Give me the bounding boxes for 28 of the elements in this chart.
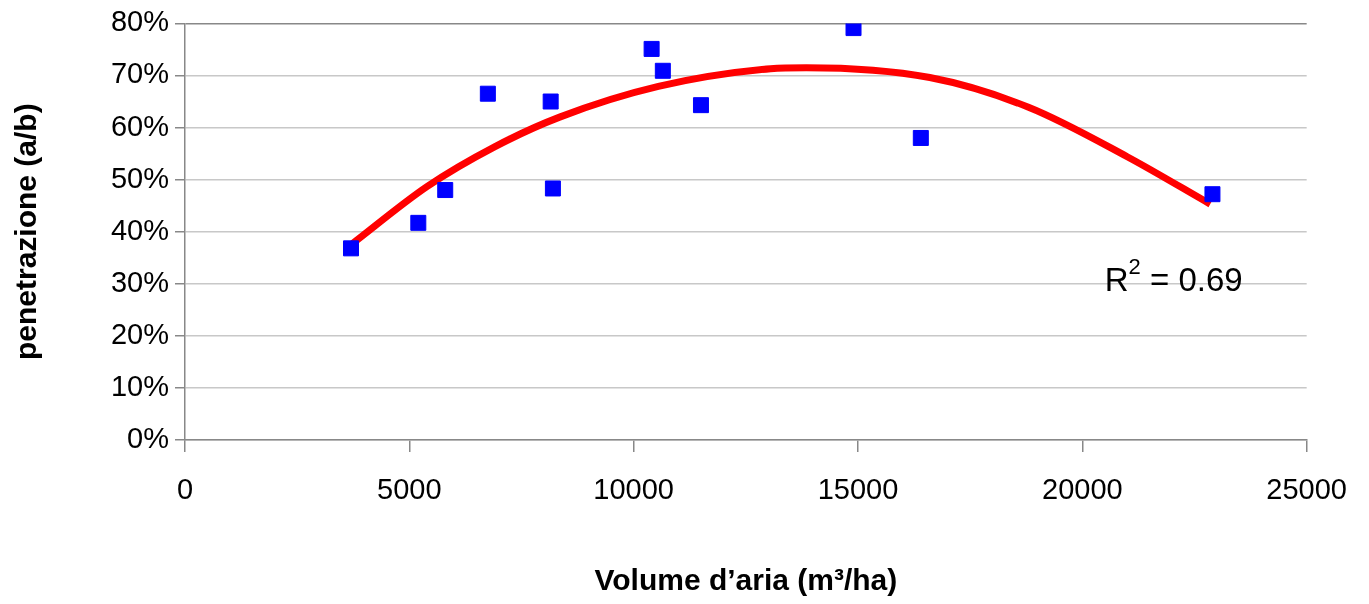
point [643,40,660,57]
point [692,97,709,114]
y-tick-label: 50% [110,161,169,194]
y-axis-title: penetrazione (a/b) [9,103,43,361]
x-tick-label: 0 [176,473,194,506]
y-tick-label: 30% [110,265,169,298]
y-tick-label: 70% [110,57,169,90]
x-tick-label: 20000 [1042,473,1123,506]
point [410,214,427,231]
point [343,240,359,257]
x-tick-label: 5000 [377,473,442,506]
y-tick-label: 60% [110,109,169,142]
y-tick-label: 20% [110,317,169,350]
point [479,85,496,102]
point [654,62,671,79]
x-axis-title: Volume d’aria (m³/ha) [594,563,898,597]
point [544,180,561,197]
point [437,182,454,199]
y-tick-label: 10% [110,369,169,402]
x-tick-label: 10000 [593,473,674,506]
x-tick-label: 15000 [817,473,899,506]
y-tick-label: 40% [110,213,169,246]
y-tick-label: 0% [127,422,169,454]
point [542,93,559,110]
point [912,129,929,146]
x-tick-label: 25000 [1266,473,1348,506]
y-tick-label: 80% [110,5,169,38]
point [1204,186,1221,203]
